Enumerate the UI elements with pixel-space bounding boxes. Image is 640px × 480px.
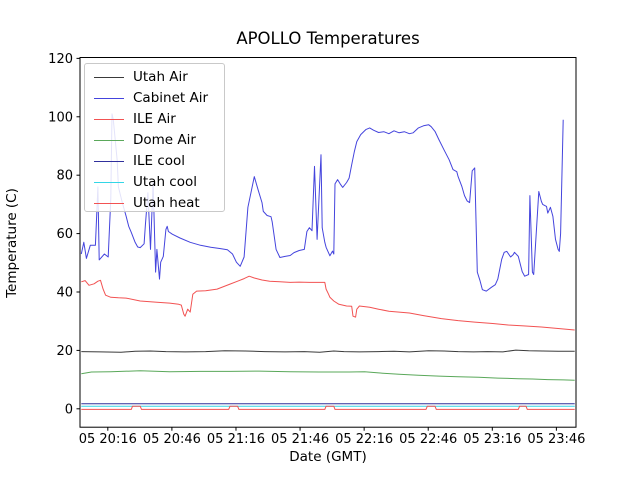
legend-label-utah-cool: Utah cool <box>133 174 197 190</box>
legend-line-sample-ile-air <box>94 119 124 120</box>
legend-item-ile-cool: ILE cool <box>85 151 224 172</box>
x-tick-label: 05 20:16 <box>79 432 137 447</box>
legend-item-cabinet-air: Cabinet Air <box>85 88 224 109</box>
x-tick-label: 05 20:46 <box>143 432 201 447</box>
x-tick-label: 05 22:16 <box>335 432 393 447</box>
legend-line-sample-dome-air <box>94 140 124 141</box>
legend-item-dome-air: Dome Air <box>85 130 224 151</box>
series-utah-air <box>81 349 575 353</box>
series-dome-air <box>81 370 575 381</box>
chart-title: APOLLO Temperatures <box>236 29 420 48</box>
y-tick-label: 100 <box>48 110 73 125</box>
x-tick-label: 05 22:46 <box>399 432 457 447</box>
legend: Utah Air Cabinet Air ILE Air Dome Air ILE co… <box>84 63 225 212</box>
legend-item-utah-cool: Utah cool <box>85 172 224 193</box>
legend-line-sample-ile-cool <box>94 161 124 162</box>
legend-item-utah-air: Utah Air <box>85 67 224 88</box>
legend-line-sample-utah-air <box>94 77 124 78</box>
legend-label-cabinet-air: Cabinet Air <box>133 90 209 106</box>
x-tick-label: 05 21:16 <box>207 432 265 447</box>
legend-line-sample-utah-heat <box>94 203 124 204</box>
series-cabinet-air <box>80 113 564 292</box>
axes-frame <box>79 57 577 428</box>
y-tick-label: 20 <box>56 344 73 359</box>
y-tick-label: 40 <box>56 285 73 300</box>
legend-label-utah-air: Utah Air <box>133 69 188 85</box>
legend-label-ile-air: ILE Air <box>133 111 176 127</box>
x-tick-label: 05 23:46 <box>527 432 585 447</box>
legend-label-ile-cool: ILE cool <box>133 153 186 169</box>
x-axis-label: Date (GMT) <box>289 449 367 465</box>
y-tick-label: 60 <box>56 227 73 242</box>
series-utah-heat <box>81 405 575 410</box>
legend-label-dome-air: Dome Air <box>133 132 196 148</box>
series-ile-air <box>81 275 575 331</box>
legend-item-ile-air: ILE Air <box>85 109 224 130</box>
x-tick-label: 05 23:16 <box>463 432 521 447</box>
legend-label-utah-heat: Utah heat <box>133 195 200 211</box>
legend-item-utah-heat: Utah heat <box>85 193 224 214</box>
x-tick-label: 05 21:46 <box>271 432 329 447</box>
y-tick-label: 120 <box>48 52 73 67</box>
y-tick-label: 0 <box>65 402 73 417</box>
y-tick-label: 80 <box>56 169 73 184</box>
legend-line-sample-cabinet-air <box>94 98 124 99</box>
legend-line-sample-utah-cool <box>94 182 124 183</box>
